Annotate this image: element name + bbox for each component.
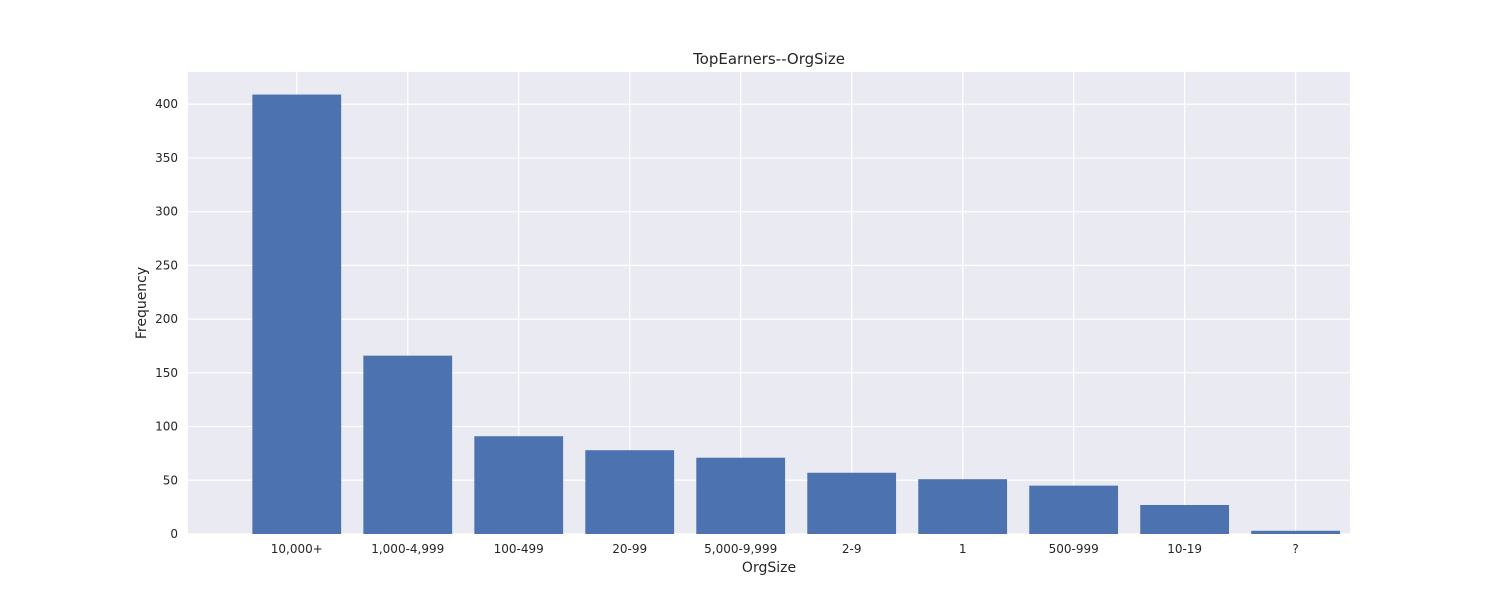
x-tick-label: 500-999 <box>1049 542 1099 556</box>
y-tick-label: 100 <box>155 420 178 434</box>
x-tick-label: 10,000+ <box>271 542 323 556</box>
bars <box>252 94 1341 534</box>
y-tick-label: 200 <box>155 312 178 326</box>
y-tick-label: 50 <box>163 473 178 487</box>
x-tick-label: 2-9 <box>842 542 862 556</box>
y-axis-label: Frequency <box>134 267 150 339</box>
chart-title: TopEarners--OrgSize <box>692 50 845 68</box>
x-tick-label: 1 <box>959 542 967 556</box>
y-tick-label: 350 <box>155 151 178 165</box>
x-tick-label: 1,000-4,999 <box>371 542 444 556</box>
y-tick-label: 400 <box>155 97 178 111</box>
bar <box>696 457 786 534</box>
x-tick-label: 5,000-9,999 <box>704 542 777 556</box>
bar <box>363 355 453 534</box>
x-tick-label: 10-19 <box>1167 542 1202 556</box>
x-tick-label: 20-99 <box>612 542 647 556</box>
bar <box>918 479 1008 534</box>
x-axis-label: OrgSize <box>742 560 796 576</box>
y-tick-label: 250 <box>155 258 178 272</box>
x-tick-label: 100-499 <box>494 542 544 556</box>
y-tick-label: 0 <box>170 527 178 541</box>
x-axis-ticks: 10,000+ 1,000-4,999 100-499 20-99 5,000-9,99… <box>271 542 1299 556</box>
bar <box>585 450 675 534</box>
y-tick-label: 300 <box>155 205 178 219</box>
bar <box>1029 485 1119 534</box>
y-axis-ticks: 0 50 100 150 200 250 300 350 400 <box>155 97 178 541</box>
y-tick-label: 150 <box>155 366 178 380</box>
bar <box>1251 530 1341 534</box>
bar <box>1140 504 1230 534</box>
x-tick-label: ? <box>1292 542 1298 556</box>
bar <box>252 94 342 534</box>
bar <box>474 436 564 534</box>
bar <box>807 472 897 534</box>
